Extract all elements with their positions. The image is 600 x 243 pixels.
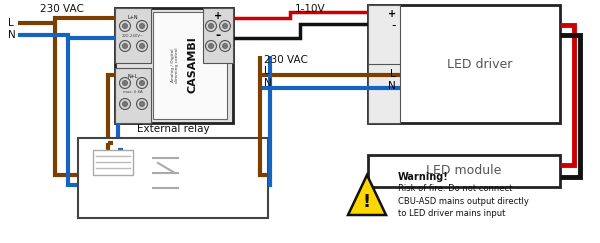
Circle shape <box>119 98 131 110</box>
Circle shape <box>139 24 145 28</box>
Text: max. 6.6A: max. 6.6A <box>123 90 143 94</box>
Circle shape <box>139 102 145 106</box>
Bar <box>78 138 268 218</box>
Text: +: + <box>214 11 222 21</box>
Bar <box>153 12 227 119</box>
Text: LED module: LED module <box>427 165 502 177</box>
Circle shape <box>223 24 227 28</box>
Circle shape <box>119 20 131 32</box>
Bar <box>368 5 400 123</box>
Polygon shape <box>348 175 386 215</box>
Text: CASAMBI: CASAMBI <box>188 37 198 93</box>
Circle shape <box>122 102 128 106</box>
Circle shape <box>119 78 131 88</box>
Circle shape <box>205 41 217 52</box>
Text: L: L <box>390 69 396 79</box>
Bar <box>203 8 233 63</box>
Text: !: ! <box>363 193 371 211</box>
Text: N: N <box>264 78 272 88</box>
Circle shape <box>122 43 128 49</box>
Circle shape <box>137 20 148 32</box>
Circle shape <box>220 41 230 52</box>
Circle shape <box>122 24 128 28</box>
Text: N+L: N+L <box>128 73 139 78</box>
Bar <box>115 8 233 123</box>
Text: L: L <box>8 18 14 28</box>
Circle shape <box>205 20 217 32</box>
Text: -: - <box>215 29 221 43</box>
Text: L+N: L+N <box>128 16 139 20</box>
Circle shape <box>209 43 214 49</box>
Circle shape <box>119 41 131 52</box>
Text: LED driver: LED driver <box>448 58 512 70</box>
Circle shape <box>137 98 148 110</box>
Bar <box>115 68 151 123</box>
Bar <box>368 5 560 123</box>
Bar <box>93 150 133 175</box>
Text: Risk of fire. Do not connect
CBU-ASD mains output directly
to LED driver mains i: Risk of fire. Do not connect CBU-ASD mai… <box>398 184 529 218</box>
Circle shape <box>223 43 227 49</box>
Text: +: + <box>388 9 396 19</box>
Text: L: L <box>264 66 270 76</box>
Circle shape <box>139 43 145 49</box>
Bar <box>368 155 560 187</box>
Text: N: N <box>388 81 396 91</box>
Text: External relay: External relay <box>137 124 209 134</box>
Text: 230 VAC: 230 VAC <box>264 55 308 65</box>
Circle shape <box>209 24 214 28</box>
Text: 1-10V: 1-10V <box>295 4 326 14</box>
Circle shape <box>122 80 128 86</box>
Text: -: - <box>392 19 396 33</box>
Circle shape <box>137 41 148 52</box>
Text: 230 VAC: 230 VAC <box>40 4 84 14</box>
Text: Analog / Digital
dimming control: Analog / Digital dimming control <box>170 47 179 83</box>
Circle shape <box>220 20 230 32</box>
Circle shape <box>139 80 145 86</box>
Text: 220-240V~: 220-240V~ <box>122 34 144 38</box>
Text: Warning!: Warning! <box>398 172 449 182</box>
Text: N: N <box>8 30 16 40</box>
Bar <box>115 8 151 63</box>
Circle shape <box>137 78 148 88</box>
